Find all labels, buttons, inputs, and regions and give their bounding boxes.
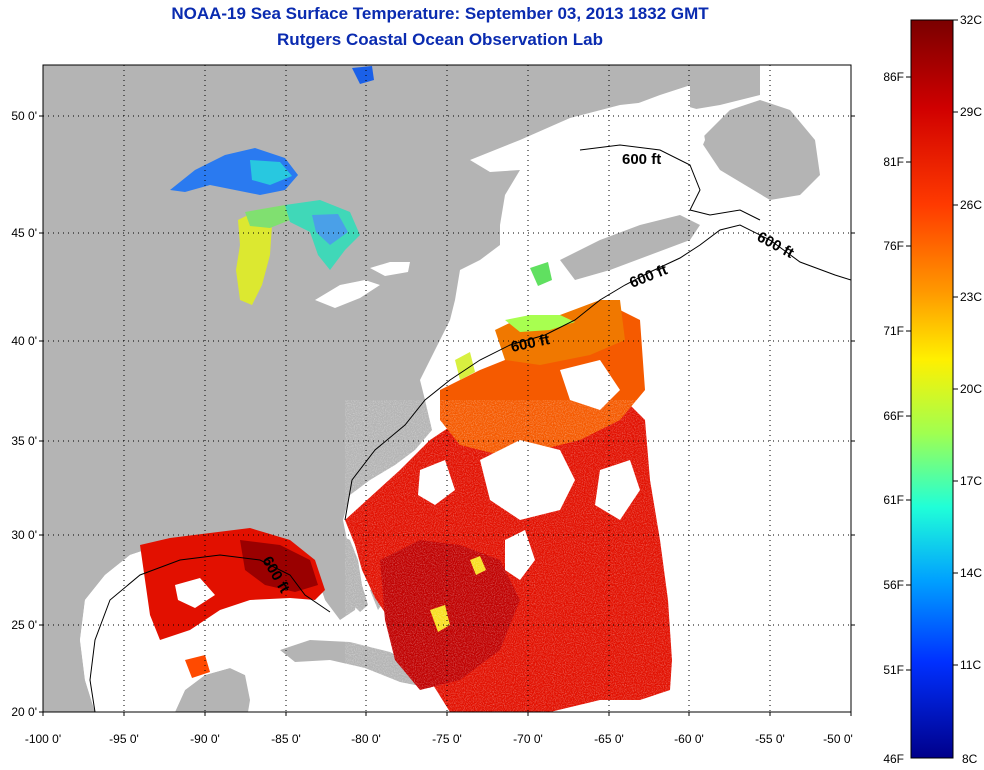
colorbar-f-label: 61F bbox=[883, 493, 904, 507]
lon-tick-label: -100 0' bbox=[25, 732, 61, 746]
lat-tick-label: 35 0' bbox=[11, 434, 37, 448]
colorbar-f-label: 56F bbox=[883, 578, 904, 592]
isobath-600ft bbox=[89, 224, 851, 712]
colorbar-ticks bbox=[906, 19, 958, 671]
axis-ticks bbox=[39, 115, 855, 716]
lake-ontario bbox=[370, 262, 410, 276]
lon-tick-label: -55 0' bbox=[755, 732, 785, 746]
sst-swath-atlantic bbox=[345, 300, 675, 712]
colorbar-f-label: 51F bbox=[883, 663, 904, 677]
colorbar-c-label: 29C bbox=[960, 105, 982, 119]
lat-tick-labels: 50 0' 45 0' 40 0' 35 0' 30 0' 25 0' 20 0… bbox=[11, 109, 37, 719]
land-labrador bbox=[690, 65, 760, 110]
colorbar-f-label: 81F bbox=[883, 155, 904, 169]
land-newfoundland bbox=[700, 100, 820, 200]
lon-tick-label: -70 0' bbox=[513, 732, 543, 746]
lon-tick-label: -95 0' bbox=[109, 732, 139, 746]
lon-tick-label: -60 0' bbox=[674, 732, 704, 746]
colorbar-celsius-labels: 32C 29C 26C 23C 20C 17C 14C 11C 8C bbox=[960, 13, 982, 766]
lake-huron-core bbox=[312, 214, 348, 245]
sst-cape-cod bbox=[530, 262, 552, 286]
colorbar-c-label: 23C bbox=[960, 290, 982, 304]
contour-label-1: 600 ft bbox=[622, 151, 661, 168]
colorbar-f-label: 86F bbox=[883, 70, 904, 84]
lon-tick-labels: -100 0' -95 0' -90 0' -85 0' -80 0' -75 … bbox=[25, 732, 853, 746]
lon-tick-label: -80 0' bbox=[351, 732, 381, 746]
map-subtitle: Rutgers Coastal Ocean Observation Lab bbox=[277, 30, 603, 49]
colorbar-c-label: 26C bbox=[960, 198, 982, 212]
colorbar-c-label: 8C bbox=[962, 752, 978, 766]
lat-tick-label: 45 0' bbox=[11, 226, 37, 240]
lake-superior-warm bbox=[250, 160, 292, 185]
lon-tick-label: -50 0' bbox=[823, 732, 853, 746]
lon-tick-label: -75 0' bbox=[432, 732, 462, 746]
colorbar-f-label: 46F bbox=[883, 752, 904, 766]
lake-michigan-north bbox=[245, 205, 290, 228]
colorbar-c-label: 20C bbox=[960, 382, 982, 396]
lake-nipigon bbox=[352, 66, 374, 84]
colorbar-c-label: 32C bbox=[960, 13, 982, 27]
lon-tick-label: -85 0' bbox=[271, 732, 301, 746]
lon-tick-label: -65 0' bbox=[594, 732, 624, 746]
lat-tick-label: 25 0' bbox=[11, 618, 37, 632]
colorbar-f-label: 76F bbox=[883, 239, 904, 253]
gulf-st-lawrence bbox=[470, 100, 705, 250]
colorbar-f-label: 66F bbox=[883, 409, 904, 423]
lon-tick-label: -90 0' bbox=[190, 732, 220, 746]
lake-erie bbox=[315, 280, 380, 308]
lat-tick-label: 40 0' bbox=[11, 334, 37, 348]
colorbar-c-label: 11C bbox=[960, 658, 981, 672]
lake-michigan bbox=[236, 210, 272, 305]
land-nova-scotia bbox=[560, 215, 700, 280]
map-title: NOAA-19 Sea Surface Temperature: Septemb… bbox=[171, 4, 709, 23]
colorbar-c-label: 14C bbox=[960, 566, 982, 580]
land-yucatan bbox=[175, 668, 250, 712]
colorbar bbox=[910, 19, 954, 759]
lat-tick-label: 50 0' bbox=[11, 109, 37, 123]
colorbar-c-label: 17C bbox=[960, 474, 982, 488]
land-north-america bbox=[43, 65, 760, 712]
colorbar-f-label: 71F bbox=[883, 324, 904, 338]
lat-tick-label: 30 0' bbox=[11, 528, 37, 542]
colorbar-fahrenheit-labels: 86F 81F 76F 71F 66F 61F 56F 51F 46F bbox=[883, 70, 904, 766]
lat-tick-label: 20 0' bbox=[11, 705, 37, 719]
isobath-600ft-north bbox=[579, 144, 761, 221]
